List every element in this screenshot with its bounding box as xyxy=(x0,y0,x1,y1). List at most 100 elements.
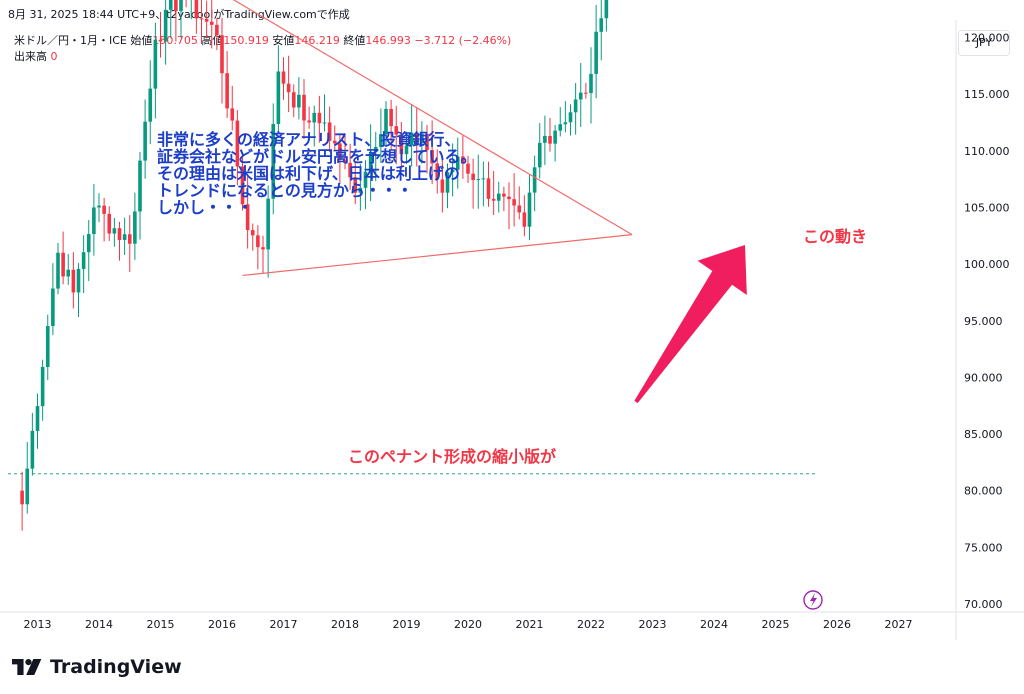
candle-body xyxy=(297,94,301,108)
candle-body xyxy=(45,326,50,367)
candle-body xyxy=(322,122,327,124)
candle-body xyxy=(215,24,219,36)
candle-body xyxy=(220,35,224,74)
candle-body xyxy=(127,234,132,244)
candle-body xyxy=(353,177,358,193)
analyst-note-line: 非常に多くの経済アナリスト、投資銀行、 xyxy=(157,130,460,149)
candle-body xyxy=(204,18,209,22)
candle-body xyxy=(291,92,296,108)
y-tick-label: 120.000 xyxy=(964,32,1010,45)
y-tick-label: 80.000 xyxy=(964,485,1003,498)
candle-body xyxy=(455,156,460,170)
y-tick-label: 85.000 xyxy=(964,428,1003,441)
candle-body xyxy=(312,112,317,123)
candle-body xyxy=(537,142,542,168)
candle-body xyxy=(230,108,235,121)
candle-body xyxy=(40,366,45,407)
candle-body xyxy=(302,94,306,121)
candle-body xyxy=(256,235,260,248)
candle-body xyxy=(276,71,281,124)
candle-body xyxy=(481,178,486,180)
candle-body xyxy=(107,213,112,234)
candle-body xyxy=(158,39,163,42)
x-tick-label: 2020 xyxy=(454,618,482,631)
candle-body xyxy=(194,0,199,19)
y-tick-label: 75.000 xyxy=(964,541,1003,554)
candle-body xyxy=(271,123,276,199)
pennant-lower-line xyxy=(242,234,633,277)
candle-body xyxy=(425,133,429,151)
candle-body xyxy=(604,0,609,19)
y-tick-label: 95.000 xyxy=(964,315,1003,328)
candle-body xyxy=(440,179,445,193)
volume-label: 出来高 xyxy=(14,50,47,63)
candle-body xyxy=(153,39,158,89)
candle-body xyxy=(379,134,383,148)
candle-body xyxy=(307,120,311,123)
event-lightning-icon[interactable] xyxy=(803,590,823,610)
low-label: 安値 xyxy=(272,34,295,47)
candle-body xyxy=(430,150,434,164)
tradingview-wordmark: TradingView xyxy=(50,656,182,678)
candle-body xyxy=(179,0,183,12)
candle-body xyxy=(240,166,245,205)
y-tick-label: 70.000 xyxy=(964,598,1003,611)
candle-body xyxy=(138,160,142,212)
pattern-lines xyxy=(232,0,633,277)
candle-body xyxy=(174,0,178,12)
candle-body xyxy=(286,83,291,93)
candle-body xyxy=(414,132,419,144)
candle-body xyxy=(112,228,117,234)
candle-body xyxy=(491,198,496,201)
candles xyxy=(20,0,609,531)
ohlc-header: 米ドル／円・1月・ICE 始値150.705 高値150.919 安値146.2… xyxy=(14,32,511,48)
x-tick-label: 2024 xyxy=(700,618,728,631)
y-tick-label: 115.000 xyxy=(964,88,1010,101)
candle-body xyxy=(368,152,373,172)
change-value: −3.712 (−2.46%) xyxy=(414,34,512,47)
candle-body xyxy=(358,187,363,193)
candle-body xyxy=(496,193,501,201)
candle-body xyxy=(245,204,250,231)
analyst-note-line: 証券会社などがドル安円高を予想している。 xyxy=(157,147,477,166)
candle-body xyxy=(420,133,424,144)
volume-value: 0 xyxy=(50,50,58,63)
tradingview-logo-icon xyxy=(12,659,42,675)
candle-body xyxy=(507,196,511,200)
candle-body xyxy=(35,406,40,431)
analyst-note-line: トレンドになるとの見方から・・・ xyxy=(157,181,413,200)
candle-body xyxy=(404,145,409,155)
candle-body xyxy=(363,171,368,188)
tradingview-logo[interactable]: TradingView xyxy=(12,654,182,680)
candle-body xyxy=(71,269,76,293)
volume-legend[interactable]: 出来高 0 xyxy=(14,48,58,64)
x-tick-label: 2015 xyxy=(147,618,175,631)
candle-body xyxy=(450,169,455,173)
candle-body xyxy=(281,71,286,84)
x-tick-label: 2027 xyxy=(885,618,913,631)
candle-body xyxy=(51,288,55,327)
candle-body xyxy=(389,108,393,127)
candle-body xyxy=(235,120,240,167)
currency-selector[interactable]: JPY xyxy=(958,30,1010,56)
candle-body xyxy=(461,156,465,164)
x-tick-label: 2013 xyxy=(24,618,52,631)
candle-body xyxy=(409,132,414,146)
candle-body xyxy=(250,230,255,236)
candle-body xyxy=(502,193,506,197)
y-tick-label: 105.000 xyxy=(964,201,1010,214)
symbol-label[interactable]: 米ドル／円・1月・ICE xyxy=(14,34,127,47)
candle-body xyxy=(317,112,322,124)
x-tick-label: 2025 xyxy=(762,618,790,631)
candle-body xyxy=(327,122,332,141)
candle-body xyxy=(466,163,470,174)
candle-body xyxy=(486,178,491,199)
candle-body xyxy=(517,205,522,213)
candle-body xyxy=(97,205,101,208)
x-tick-label: 2023 xyxy=(639,618,667,631)
candle-body xyxy=(148,88,153,122)
candle-body xyxy=(102,205,106,214)
candle-body xyxy=(209,21,214,25)
candle-body xyxy=(394,126,399,135)
